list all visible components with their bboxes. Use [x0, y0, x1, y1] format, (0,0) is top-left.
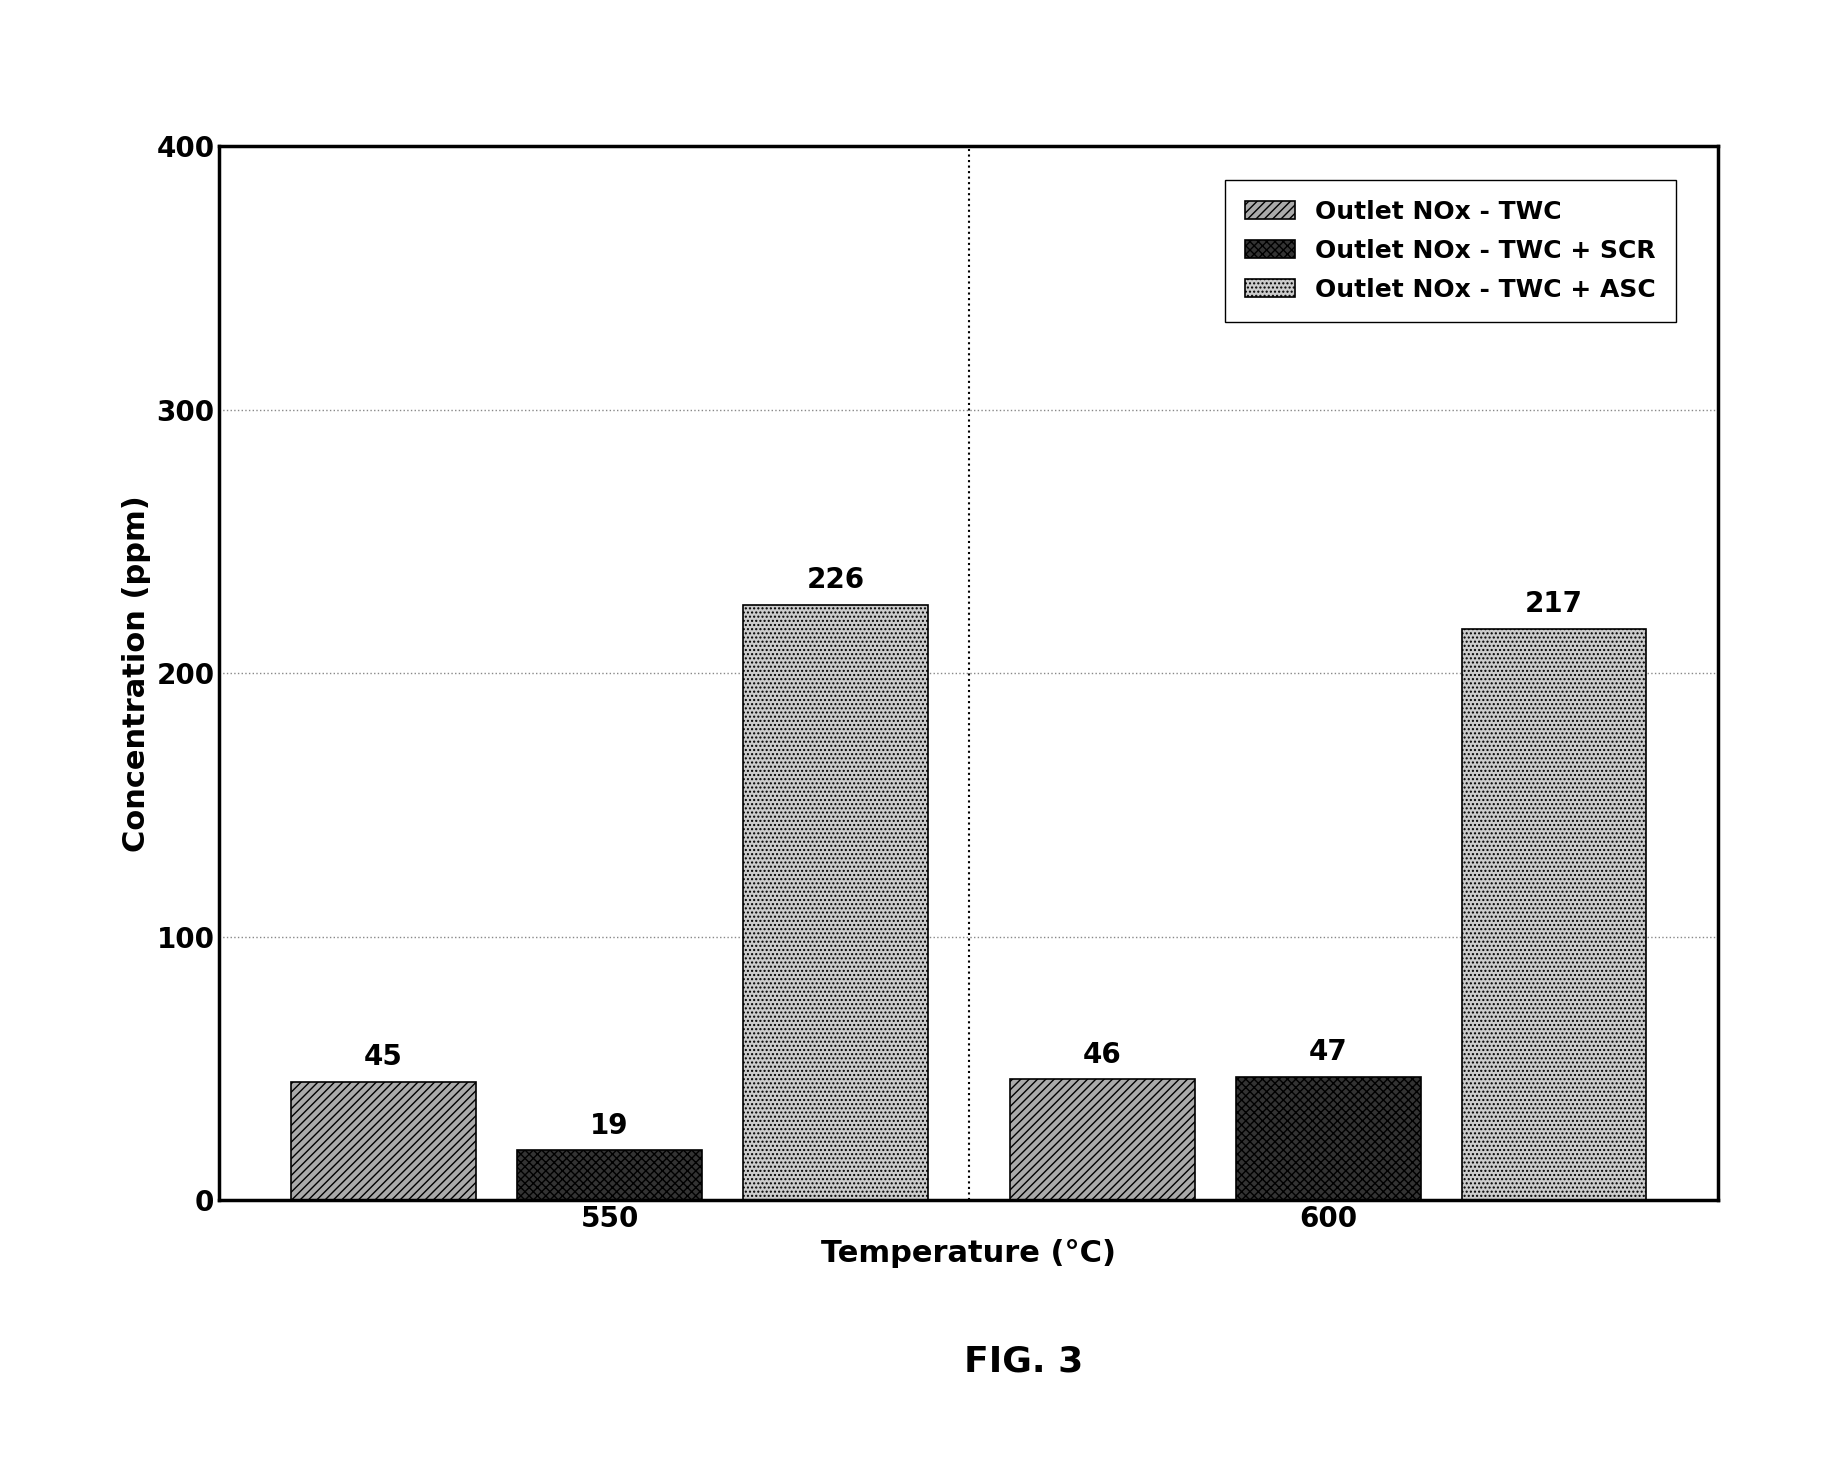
X-axis label: Temperature (°C): Temperature (°C) [821, 1239, 1117, 1268]
Bar [517, 1151, 702, 1200]
Text: 217: 217 [1525, 590, 1583, 618]
Bar [1009, 1079, 1196, 1200]
Text: 46: 46 [1082, 1041, 1122, 1069]
Text: 226: 226 [806, 567, 865, 594]
Text: 19: 19 [590, 1111, 629, 1140]
Bar [1462, 628, 1647, 1200]
Text: 47: 47 [1309, 1038, 1347, 1066]
Text: 45: 45 [364, 1044, 402, 1072]
Text: FIG. 3: FIG. 3 [963, 1344, 1084, 1379]
Bar [291, 1082, 475, 1200]
Bar [742, 605, 929, 1200]
Y-axis label: Concentration (ppm): Concentration (ppm) [122, 495, 152, 852]
Legend: Outlet NOx - TWC, Outlet NOx - TWC + SCR, Outlet NOx - TWC + ASC: Outlet NOx - TWC, Outlet NOx - TWC + SCR… [1225, 180, 1676, 322]
Bar [1236, 1076, 1420, 1200]
